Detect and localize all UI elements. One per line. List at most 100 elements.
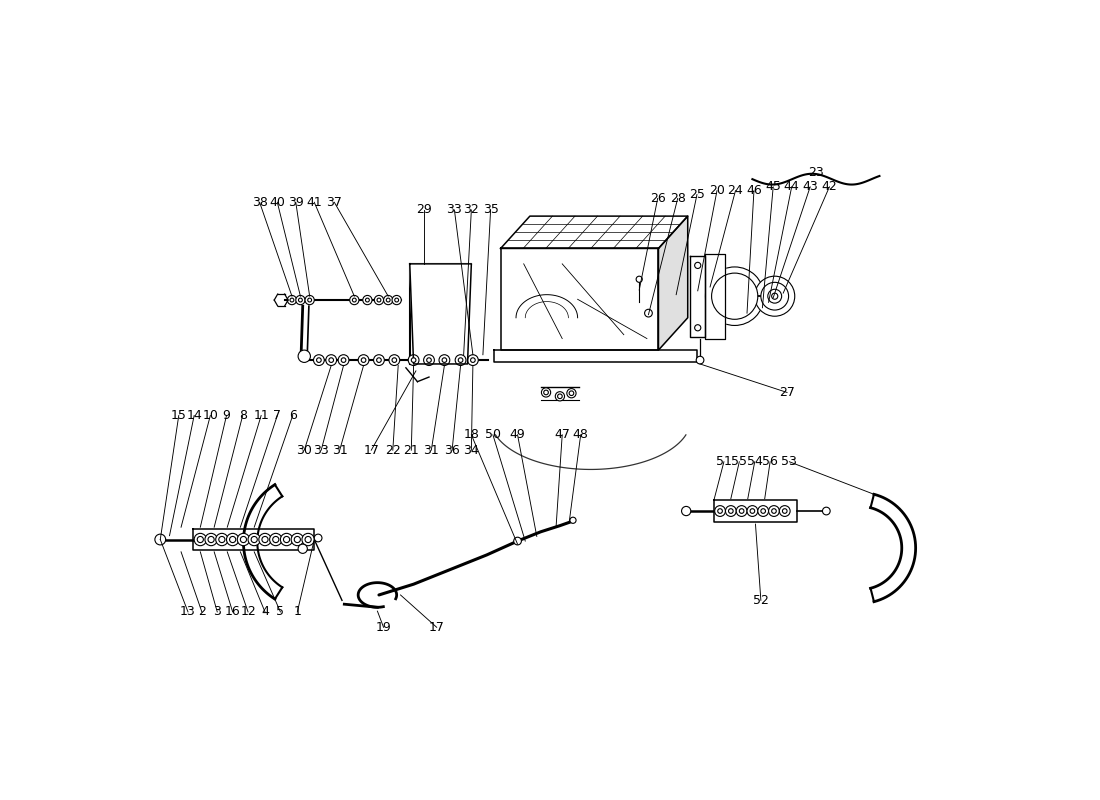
- Text: 33: 33: [314, 444, 329, 457]
- Circle shape: [728, 509, 733, 514]
- Circle shape: [750, 509, 755, 514]
- Circle shape: [317, 358, 321, 362]
- Text: 17: 17: [363, 444, 379, 457]
- Text: 15: 15: [170, 409, 187, 422]
- Circle shape: [249, 534, 261, 546]
- Text: 37: 37: [327, 196, 342, 209]
- Text: 36: 36: [444, 444, 460, 457]
- Text: 49: 49: [509, 428, 526, 442]
- Text: 5: 5: [276, 606, 285, 618]
- Text: 9: 9: [222, 409, 230, 422]
- Text: 34: 34: [463, 444, 480, 457]
- Circle shape: [230, 537, 235, 542]
- Circle shape: [695, 262, 701, 269]
- Circle shape: [696, 356, 704, 364]
- Circle shape: [761, 282, 789, 310]
- Circle shape: [424, 354, 434, 366]
- Circle shape: [543, 390, 548, 394]
- Text: 21: 21: [404, 444, 419, 457]
- Text: 45: 45: [766, 180, 781, 194]
- Circle shape: [712, 273, 758, 319]
- Circle shape: [761, 509, 766, 514]
- Text: 24: 24: [727, 184, 744, 198]
- Circle shape: [295, 537, 300, 542]
- Polygon shape: [500, 216, 688, 249]
- Polygon shape: [714, 500, 797, 522]
- Circle shape: [298, 298, 302, 302]
- Circle shape: [636, 276, 642, 282]
- Text: 29: 29: [416, 203, 431, 217]
- Circle shape: [392, 295, 402, 305]
- Circle shape: [411, 358, 416, 362]
- Circle shape: [377, 298, 381, 302]
- Text: 50: 50: [485, 428, 501, 442]
- Circle shape: [682, 506, 691, 516]
- Text: 40: 40: [270, 196, 285, 209]
- Polygon shape: [409, 264, 472, 364]
- Circle shape: [558, 394, 562, 398]
- Text: 4: 4: [261, 606, 268, 618]
- Circle shape: [301, 534, 315, 546]
- Circle shape: [238, 534, 250, 546]
- Circle shape: [768, 290, 782, 303]
- Text: 31: 31: [424, 444, 439, 457]
- Text: 16: 16: [224, 606, 241, 618]
- Circle shape: [392, 358, 397, 362]
- Circle shape: [365, 298, 370, 302]
- Circle shape: [758, 506, 769, 517]
- Text: 53: 53: [781, 455, 798, 468]
- Circle shape: [384, 295, 393, 305]
- Circle shape: [772, 293, 778, 299]
- Text: 26: 26: [650, 192, 666, 205]
- Text: 52: 52: [752, 594, 769, 607]
- Circle shape: [514, 538, 521, 545]
- Circle shape: [270, 534, 282, 546]
- Circle shape: [442, 358, 447, 362]
- Text: 39: 39: [288, 196, 304, 209]
- Circle shape: [455, 354, 466, 366]
- Circle shape: [296, 295, 305, 305]
- Circle shape: [718, 509, 723, 514]
- Text: 25: 25: [689, 188, 705, 201]
- Text: 27: 27: [779, 386, 795, 399]
- Polygon shape: [690, 256, 705, 337]
- Text: 18: 18: [463, 428, 480, 442]
- Text: 11: 11: [253, 409, 270, 422]
- Circle shape: [352, 298, 356, 302]
- Circle shape: [219, 537, 225, 542]
- Circle shape: [338, 354, 349, 366]
- Polygon shape: [500, 249, 659, 350]
- Text: 33: 33: [447, 203, 462, 217]
- Circle shape: [779, 506, 790, 517]
- Circle shape: [197, 537, 204, 542]
- Circle shape: [251, 537, 257, 542]
- Text: 41: 41: [307, 196, 322, 209]
- Circle shape: [308, 298, 311, 302]
- Text: 30: 30: [296, 444, 312, 457]
- Text: 35: 35: [483, 203, 498, 217]
- Circle shape: [747, 506, 758, 517]
- Circle shape: [350, 295, 359, 305]
- Circle shape: [280, 534, 293, 546]
- Circle shape: [715, 506, 726, 517]
- Circle shape: [705, 267, 763, 326]
- Text: 8: 8: [239, 409, 246, 422]
- Text: 23: 23: [808, 166, 824, 179]
- Polygon shape: [495, 350, 697, 362]
- Circle shape: [341, 358, 345, 362]
- Circle shape: [471, 358, 475, 362]
- Circle shape: [772, 509, 777, 514]
- Circle shape: [556, 392, 564, 401]
- Circle shape: [315, 534, 322, 542]
- Circle shape: [258, 534, 272, 546]
- Text: 42: 42: [822, 180, 837, 194]
- Circle shape: [290, 298, 294, 302]
- Circle shape: [363, 295, 372, 305]
- Circle shape: [227, 534, 239, 546]
- Polygon shape: [659, 216, 688, 350]
- Circle shape: [823, 507, 830, 515]
- Text: 12: 12: [240, 606, 256, 618]
- Circle shape: [736, 506, 747, 517]
- Circle shape: [329, 358, 333, 362]
- Circle shape: [726, 506, 736, 517]
